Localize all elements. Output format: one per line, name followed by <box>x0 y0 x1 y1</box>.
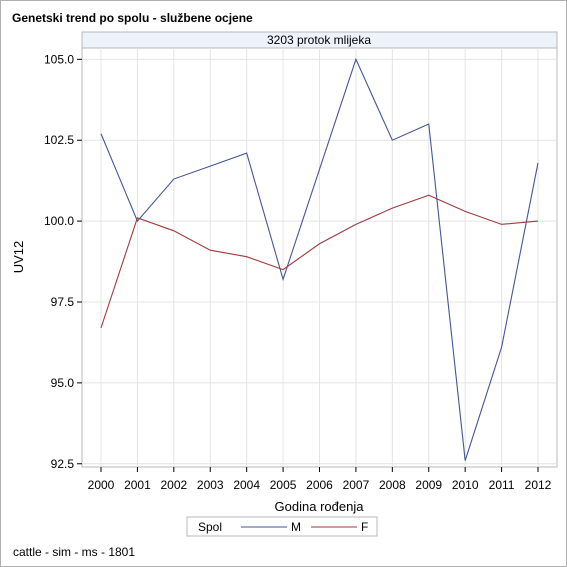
y-tick-label: 97.5 <box>51 295 75 309</box>
x-tick-label: 2004 <box>233 478 260 492</box>
x-tick-label: 2011 <box>489 478 515 492</box>
x-tick-label: 2002 <box>160 478 187 492</box>
x-tick-label: 2007 <box>343 478 370 492</box>
x-tick-label: 2005 <box>270 478 297 492</box>
x-tick-label: 2006 <box>306 478 333 492</box>
x-axis: 2000 2001 2002 2003 2004 2005 2006 2007 2008 2009… <box>88 467 552 492</box>
x-tick-label: 2000 <box>88 478 115 492</box>
legend: Spol M F <box>186 516 378 537</box>
y-axis: 92.5 95.0 97.5 100.0 102.5 105.0 <box>44 52 82 471</box>
chart-title: Genetski trend po spolu - službene ocjen… <box>12 11 253 25</box>
y-tick-label: 105.0 <box>44 52 74 66</box>
x-tick-label: 2012 <box>525 478 552 492</box>
y-tick-label: 95.0 <box>51 376 75 390</box>
series-line-m <box>100 57 539 461</box>
gridlines <box>82 48 557 467</box>
footnote: cattle - sim - ms - 1801 <box>13 545 135 559</box>
x-tick-label: 2009 <box>415 478 442 492</box>
y-tick-label: 102.5 <box>44 133 74 147</box>
x-axis-label: Godina rođenja <box>275 499 365 514</box>
x-tick-label: 2003 <box>197 478 224 492</box>
x-tick-label: 2008 <box>379 478 406 492</box>
y-tick-label: 92.5 <box>51 457 75 471</box>
series-line-f <box>100 194 539 329</box>
y-axis-label: UV12 <box>11 241 26 274</box>
series-lines <box>100 57 539 461</box>
panel-label: 3203 protok mlijeka <box>267 33 371 47</box>
x-tick-label: 2010 <box>452 478 479 492</box>
legend-label-f: F <box>361 520 368 534</box>
legend-title: Spol <box>198 520 222 534</box>
legend-label-m: M <box>291 520 301 534</box>
x-tick-label: 2001 <box>124 478 151 492</box>
y-tick-label: 100.0 <box>44 214 74 228</box>
